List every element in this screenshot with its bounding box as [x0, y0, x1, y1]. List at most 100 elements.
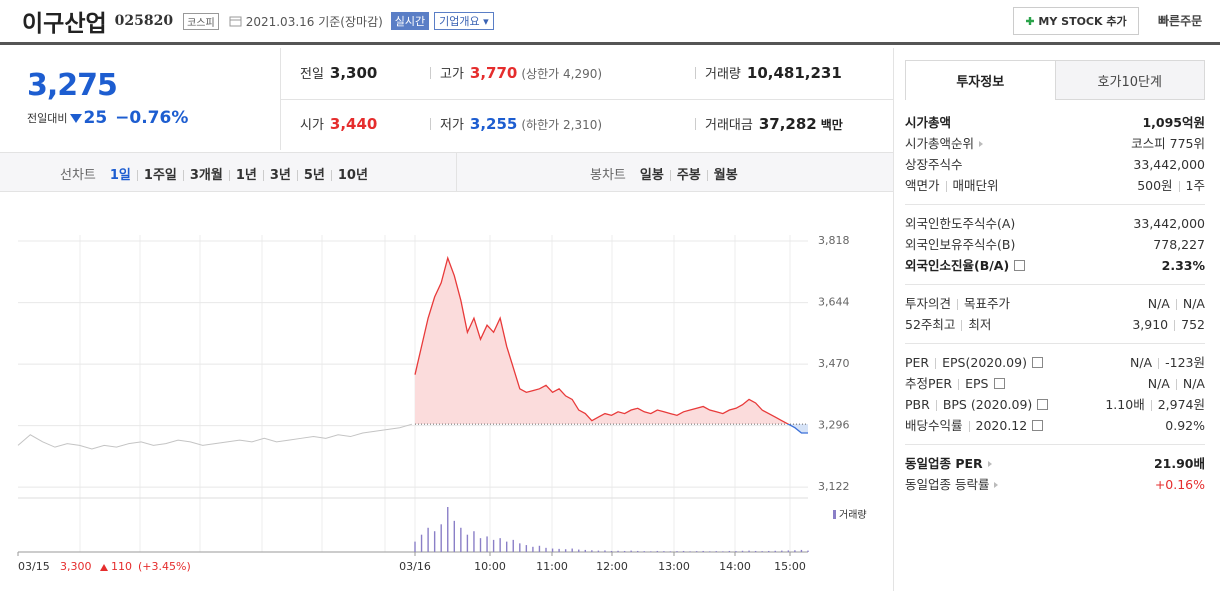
change: 25	[83, 108, 108, 128]
up-arrow	[100, 564, 108, 571]
info-row: 상장주식수 33,442,000	[905, 154, 1205, 175]
value-part: +0.16%	[1154, 477, 1205, 492]
overview-button[interactable]: 기업개요 ▾	[434, 12, 494, 30]
prev-close: 3,300	[60, 560, 92, 573]
label-part: 시가총액순위	[905, 136, 975, 151]
tab-divider	[456, 153, 457, 191]
plus-icon	[1026, 17, 1035, 25]
info-row: PBR BPS (2020.09) 1.10배 2,974원	[905, 394, 1205, 415]
period-tab[interactable]: 주봉	[664, 164, 701, 183]
volume-bar	[702, 550, 704, 552]
label-part: PER	[905, 355, 930, 370]
info-section: 시가총액 1,095억원 시가총액순위 코스피 775위 상장주식수 33,442,000…	[905, 112, 1205, 204]
day-line	[414, 255, 808, 434]
volume-bar	[440, 524, 442, 552]
y-tick-label: 3,296	[818, 419, 850, 432]
info-label: 외국인보유주식수(B)	[905, 234, 1015, 255]
quote-field: 저가 3,255 (하한가 2,310)	[440, 114, 602, 133]
change-line: 전일대비 25 −0.76%	[27, 108, 188, 128]
info-value: 0.92%	[1165, 415, 1205, 436]
label-part: 시가총액	[905, 115, 952, 130]
value-part: 0.92%	[1165, 418, 1205, 433]
label-part: 목표주가	[951, 293, 1010, 314]
volume-bar	[669, 551, 672, 552]
volume-bar	[794, 550, 796, 552]
help-icon[interactable]	[1037, 399, 1049, 410]
volume-bar	[630, 550, 632, 552]
overview-text: 기업개요	[439, 15, 480, 28]
help-icon[interactable]	[993, 378, 1005, 389]
volume-bar	[466, 534, 469, 552]
my-stock-button[interactable]: MY STOCK 추가	[1013, 7, 1139, 35]
price-chart: 3,818 3,644 3,470 3,296 3,122 03/15 03/16 10:00…	[17, 234, 867, 573]
volume-bar	[663, 551, 665, 552]
info-section: 투자의견 목표주가 N/A N/A 52주최고 최저 3,910 752	[905, 284, 1205, 343]
period-tab[interactable]: 5년	[291, 164, 325, 183]
x-tick-label: 14:00	[719, 560, 751, 573]
label-part: PBR	[905, 397, 930, 412]
prev-pct: (+3.45%)	[138, 560, 191, 573]
x-tick-label: 12:00	[596, 560, 628, 573]
invest-tab[interactable]: 호가10단계	[1055, 60, 1205, 100]
info-label: PER EPS(2020.09)	[905, 352, 1043, 373]
info-value: N/A N/A	[1148, 373, 1205, 394]
help-icon[interactable]	[1031, 357, 1043, 368]
tab-filler	[905, 100, 1205, 112]
period-tab[interactable]: 3년	[257, 164, 291, 183]
invest-panel: 투자정보 호가10단계 시가총액 1,095억원 시가총액순위 코스피 775위 상장주식수…	[905, 60, 1205, 503]
help-icon[interactable]	[1032, 420, 1044, 431]
y-tick-label: 3,470	[818, 357, 850, 370]
period-tab[interactable]: 1주일	[131, 164, 177, 183]
info-row: 외국인보유주식수(B) 778,227	[905, 234, 1205, 255]
volume-bar	[761, 551, 763, 552]
calendar-icon	[229, 16, 242, 27]
quick-order[interactable]: 빠른주문	[1158, 14, 1203, 28]
field-value: 3,300	[329, 64, 378, 82]
field-separator	[430, 118, 431, 130]
change-label: 전일대비	[27, 112, 68, 125]
field-value: 3,440	[329, 115, 378, 133]
volume-bar	[689, 551, 691, 552]
info-section: PER EPS(2020.09) N/A -123원 추정PER EPS N/A N/A PBR…	[905, 343, 1205, 444]
value-part: 코스피 775위	[1131, 136, 1205, 151]
change-pct: −0.76%	[115, 108, 189, 128]
field-value: 3,255	[469, 115, 518, 133]
info-row: 추정PER EPS N/A N/A	[905, 373, 1205, 394]
info-row: 동일업종 PER 21.90배	[905, 453, 1205, 474]
info-label: PBR BPS (2020.09)	[905, 394, 1049, 415]
market-badge: 코스피	[183, 12, 219, 30]
period-tab[interactable]: 3개월	[177, 164, 223, 183]
help-icon[interactable]	[1014, 260, 1026, 271]
period-tab[interactable]: 1일	[109, 168, 131, 183]
volume-bar	[676, 551, 678, 552]
volume-bar	[447, 507, 449, 552]
volume-bar	[433, 531, 436, 552]
period-tab[interactable]: 일봉	[639, 168, 664, 183]
field-label: 전일	[300, 67, 324, 82]
quote-field: 거래량 10,481,231	[705, 63, 842, 82]
label-part: 동일업종 PER	[905, 456, 983, 471]
value-part: 1.10배	[1105, 397, 1145, 412]
value-part: N/A	[1130, 355, 1153, 370]
value-part: N/A	[1147, 376, 1170, 391]
value-part: N/A	[1170, 373, 1205, 394]
info-label: 추정PER EPS	[905, 373, 1005, 394]
label-part: 52주최고	[905, 317, 956, 332]
y-tick-label: 3,644	[818, 296, 850, 309]
value-part: N/A	[1170, 293, 1205, 314]
value-part: 778,227	[1153, 237, 1205, 252]
period-tab[interactable]: 1년	[223, 164, 257, 183]
volume-bar	[499, 538, 501, 552]
volume-label: 거래량	[839, 509, 867, 521]
invest-tab[interactable]: 투자정보	[905, 60, 1056, 100]
volume-bar	[695, 551, 698, 552]
volume-bar	[460, 527, 462, 552]
info-label: 동일업종 PER	[905, 453, 992, 474]
volume-bar	[512, 539, 514, 552]
realtime-button[interactable]: 실시간	[390, 12, 430, 30]
period-tab[interactable]: 10년	[325, 164, 368, 183]
period-tab[interactable]: 월봉	[701, 164, 738, 183]
value-part: 33,442,000	[1133, 216, 1205, 231]
info-label: 액면가 매매단위	[905, 175, 999, 196]
info-row: 동일업종 등락률 +0.16%	[905, 474, 1205, 495]
